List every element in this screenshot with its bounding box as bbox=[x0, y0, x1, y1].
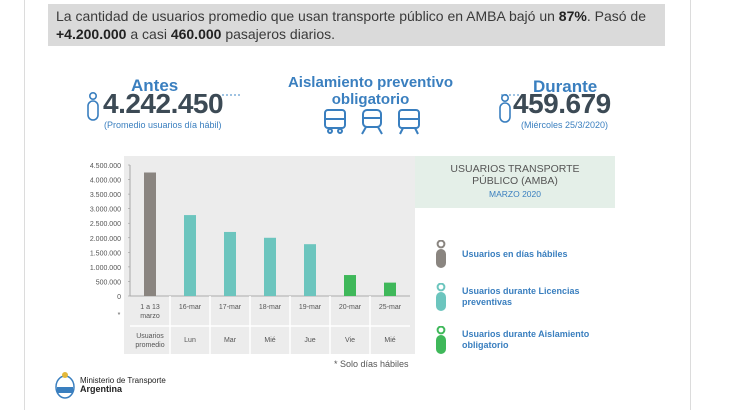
y-tick-label: 2.500.000 bbox=[90, 221, 121, 228]
x-day-label: Vie bbox=[345, 337, 355, 344]
y-tick-label: 1.500.000 bbox=[90, 250, 121, 257]
x-tick-label: 1 a 13 bbox=[140, 304, 160, 311]
chart-subtitle: MARZO 2020 bbox=[489, 189, 541, 199]
x-day-label: Mar bbox=[224, 337, 237, 344]
person-icon bbox=[499, 94, 511, 123]
transport-icons bbox=[324, 109, 420, 135]
footnote: * Solo días hábiles bbox=[334, 359, 409, 369]
left-border bbox=[24, 0, 25, 410]
x-tick-label: 16-mar bbox=[179, 304, 202, 311]
before-caption: (Promedio usuarios día hábil) bbox=[104, 120, 222, 130]
legend-label: Usuarios durante Licencias preventivas bbox=[462, 286, 580, 307]
headline-text: La cantidad de usuarios promedio que usa… bbox=[56, 8, 646, 42]
x-day-label: Jue bbox=[304, 337, 315, 344]
bar bbox=[144, 172, 156, 296]
during-caption: (Miércoles 25/3/2020) bbox=[521, 120, 609, 130]
y-tick-label: 4.000.000 bbox=[90, 178, 121, 185]
y-tick-label: 500.000 bbox=[96, 279, 121, 286]
x-tick-label: marzo bbox=[140, 313, 160, 320]
chart-title-box bbox=[415, 156, 615, 208]
x-day-label: Mié bbox=[384, 337, 395, 344]
bar-chart: 4.500.000 4.000.000 3.500.000 3.000.000 2.50… bbox=[90, 163, 410, 354]
y-tick-label: 3.000.000 bbox=[90, 207, 121, 214]
chart-title: USUARIOS TRANSPORTE PÚBLICO (AMBA) bbox=[450, 163, 580, 187]
subway-icon bbox=[398, 109, 420, 135]
dotted-line-right bbox=[501, 94, 519, 96]
y-tick-label: 2.000.000 bbox=[90, 236, 121, 243]
train-icon bbox=[361, 109, 383, 135]
x-tick-label: 20-mar bbox=[339, 304, 362, 311]
y-tick-label: 3.500.000 bbox=[90, 192, 121, 199]
person-icon bbox=[87, 92, 99, 121]
legend-icon bbox=[434, 325, 448, 361]
x-group-label: Usuarios bbox=[136, 333, 164, 340]
bar bbox=[344, 275, 356, 296]
y-tick-label: 0 bbox=[117, 294, 121, 301]
legend-label: Usuarios durante Aislamiento obligatorio bbox=[462, 329, 590, 350]
x-tick-label: 18-mar bbox=[259, 304, 282, 311]
bus-icon bbox=[324, 109, 346, 134]
before-value: 4.242.450 bbox=[103, 88, 224, 119]
x-tick-label: 17-mar bbox=[219, 304, 242, 311]
x-day-label: Lun bbox=[184, 337, 196, 344]
legend-icon bbox=[434, 239, 448, 275]
during-value: 459.679 bbox=[513, 88, 611, 119]
chart-panel: 4.500.000 4.000.000 3.500.000 3.000.000 2.50… bbox=[90, 156, 415, 354]
bar bbox=[384, 282, 396, 296]
legend-label: Usuarios en días hábiles bbox=[462, 249, 568, 259]
x-group-label: promedio bbox=[135, 342, 164, 349]
right-border bbox=[690, 0, 691, 410]
isolation-title: Aislamiento preventivo obligatorio bbox=[287, 74, 454, 108]
y-tick-label: 4.500.000 bbox=[90, 163, 121, 170]
before-label: Antes bbox=[131, 76, 179, 95]
legend-icon bbox=[434, 282, 448, 318]
bar bbox=[264, 237, 276, 296]
x-tick-label: 19-mar bbox=[299, 304, 322, 311]
dotted-line-left bbox=[222, 94, 240, 96]
footnote-marker: * bbox=[118, 312, 121, 319]
national-seal-logo bbox=[55, 372, 75, 399]
x-tick-label: 25-mar bbox=[379, 304, 402, 311]
y-tick-label: 1.000.000 bbox=[90, 265, 121, 272]
ministry-logo-text: Ministerio de Transporte Argentina bbox=[80, 376, 166, 394]
during-label: Durante bbox=[533, 77, 598, 96]
bar bbox=[304, 244, 316, 296]
bar bbox=[224, 231, 236, 296]
x-day-label: Mié bbox=[264, 337, 275, 344]
bar bbox=[184, 215, 196, 296]
headline-banner bbox=[48, 4, 665, 46]
